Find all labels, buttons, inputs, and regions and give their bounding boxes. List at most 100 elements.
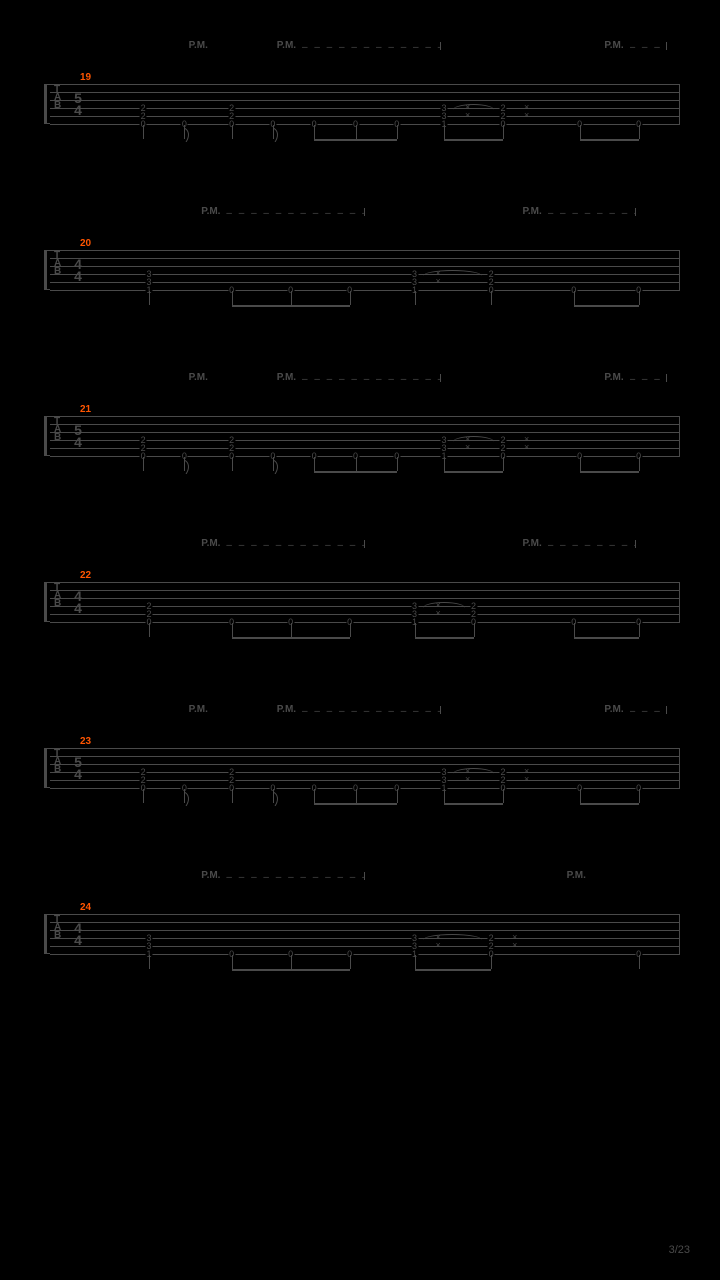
staff-line [50, 748, 680, 749]
bar-number: 24 [80, 902, 91, 913]
tie-arc [453, 768, 494, 774]
staff-line [50, 84, 680, 85]
note-stem [356, 457, 357, 471]
beam [415, 637, 474, 639]
note-stem [574, 291, 575, 305]
pm-dashes: – – – – – – – – – – – – – – – – – [630, 374, 668, 382]
note-stem [397, 789, 398, 803]
barline-bracket [44, 748, 50, 788]
note-stem [639, 457, 640, 471]
time-signature: 44 [71, 258, 85, 282]
beam [580, 139, 639, 141]
barline-end [679, 582, 680, 622]
note-stem [184, 457, 185, 471]
beam [444, 139, 503, 141]
measure: P.M.– – – – – – – – – – – – – – – – –P.M… [20, 226, 700, 316]
pm-label: P.M. [201, 870, 220, 881]
pm-label: P.M. [604, 372, 623, 383]
beam [232, 637, 350, 639]
note-stem [397, 457, 398, 471]
pm-label: P.M. [201, 206, 220, 217]
mute-x-icon: × [524, 442, 529, 452]
barline-end [679, 914, 680, 954]
beam [580, 471, 639, 473]
mute-x-icon: × [435, 608, 440, 618]
mute-x-icon: × [435, 276, 440, 286]
note-stem [491, 955, 492, 969]
barline-bracket [44, 416, 50, 456]
beam [314, 471, 397, 473]
beam [580, 803, 639, 805]
staff-line [50, 424, 680, 425]
barline-end [679, 416, 680, 456]
staff-line [50, 582, 680, 583]
note-stem [184, 789, 185, 803]
barline-bracket [44, 84, 50, 124]
pm-dashes: – – – – – – – – – – – – – – – – – [226, 540, 365, 548]
staff-line [50, 914, 680, 915]
note-stem [474, 623, 475, 637]
note-stem [580, 789, 581, 803]
note-stem [415, 291, 416, 305]
pm-label: P.M. [277, 372, 296, 383]
note-stem [149, 955, 150, 969]
pm-label: P.M. [201, 538, 220, 549]
note-stem [232, 623, 233, 637]
pm-label: P.M. [189, 372, 208, 383]
bar-number: 23 [80, 736, 91, 747]
note-stem [314, 789, 315, 803]
tab-staff: TAB44220000331××22000 [50, 582, 680, 622]
measure: P.M.– – – – – – – – – – – – – – – – –P.M… [20, 558, 700, 648]
pm-label: P.M. [567, 870, 586, 881]
barline-bracket [44, 582, 50, 622]
eighth-flag-icon [184, 460, 191, 472]
note-stem [184, 125, 185, 139]
staff-line [50, 922, 680, 923]
note-stem [273, 457, 274, 471]
staff-line [50, 590, 680, 591]
mute-x-icon: × [512, 940, 517, 950]
staff-line [50, 416, 680, 417]
tie-arc [453, 436, 494, 442]
tab-staff: TAB5422002200000331××220××00 [50, 84, 680, 124]
page-number: 3/23 [669, 1244, 690, 1256]
note-stem [356, 789, 357, 803]
pm-row: P.M. P.M. – – – – – – – – – – – – – – – – … [20, 372, 700, 388]
beam [232, 305, 350, 307]
tab-clef: TAB [54, 418, 61, 442]
tab-staff: TAB44331000331××220××0 [50, 914, 680, 954]
mute-x-icon: × [524, 110, 529, 120]
note-stem [143, 789, 144, 803]
note-stem [232, 457, 233, 471]
note-stem [149, 623, 150, 637]
note-stem [415, 955, 416, 969]
mute-x-icon: × [465, 442, 470, 452]
note-stem [314, 457, 315, 471]
beam [574, 637, 639, 639]
barline-end [679, 748, 680, 788]
tab-staff: TAB44331000331××22000 [50, 250, 680, 290]
eighth-flag-icon [273, 128, 280, 140]
eighth-flag-icon [184, 792, 191, 804]
tie-arc [423, 602, 464, 608]
pm-label: P.M. [523, 538, 542, 549]
tie-arc [453, 104, 494, 110]
time-signature: 44 [71, 922, 85, 946]
note-stem [232, 955, 233, 969]
barline-end [679, 250, 680, 290]
pm-dashes: – – – – – – – – – – – – – – – – – [630, 706, 668, 714]
note-stem [143, 125, 144, 139]
pm-dashes: – – – – – – – – – – – – – – – – – [548, 540, 636, 548]
note-stem [491, 291, 492, 305]
note-stem [350, 291, 351, 305]
mute-x-icon: × [435, 940, 440, 950]
bar-number: 22 [80, 570, 91, 581]
pm-row: P.M.P.M.– – – – – – – – – – – – – – – – … [20, 704, 700, 720]
pm-row: P.M. – – – – – – – – – – – – – – – – – P.M… [20, 538, 700, 554]
bar-number: 19 [80, 72, 91, 83]
eighth-flag-icon [273, 792, 280, 804]
pm-dashes: – – – – – – – – – – – – – – – – – [630, 42, 668, 50]
pm-dashes: – – – – – – – – – – – – – – – – – [302, 42, 441, 50]
pm-label: P.M. [604, 704, 623, 715]
time-signature: 44 [71, 590, 85, 614]
